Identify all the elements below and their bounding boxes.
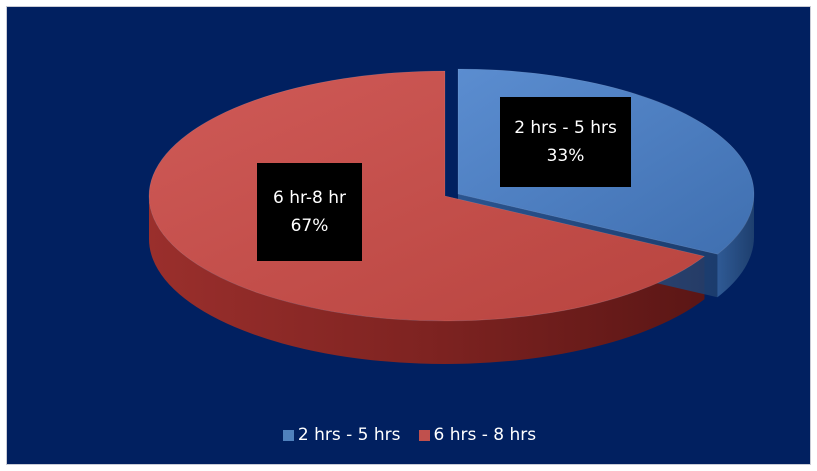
legend-swatch-red (418, 429, 430, 441)
data-label-value: 33% (546, 146, 585, 166)
data-label-category: 6 hr-8 hr (272, 188, 346, 208)
legend-label: 2 hrs - 5 hrs (297, 425, 401, 445)
slice-side-wall (148, 196, 705, 364)
legend-item-2-to-5-hrs: 2 hrs - 5 hrs (282, 425, 401, 445)
slice-side-wall (717, 194, 754, 298)
legend-label: 6 hrs - 8 hrs (433, 425, 537, 445)
legend-swatch-blue (282, 429, 294, 441)
data-label-2-to-5-hrs: 2 hrs - 5 hrs 33% (500, 97, 631, 187)
data-label-value: 67% (290, 216, 329, 236)
data-label-category: 2 hrs - 5 hrs (514, 118, 617, 138)
chart-area: 2 hrs - 5 hrs 33% 6 hr-8 hr 67% 2 hrs - … (6, 6, 811, 465)
pie-chart (148, 68, 755, 364)
data-label-6-to-8-hr: 6 hr-8 hr 67% (257, 163, 362, 261)
legend: 2 hrs - 5 hrs 6 hrs - 8 hrs (7, 425, 812, 445)
legend-item-6-to-8-hrs: 6 hrs - 8 hrs (418, 425, 537, 445)
